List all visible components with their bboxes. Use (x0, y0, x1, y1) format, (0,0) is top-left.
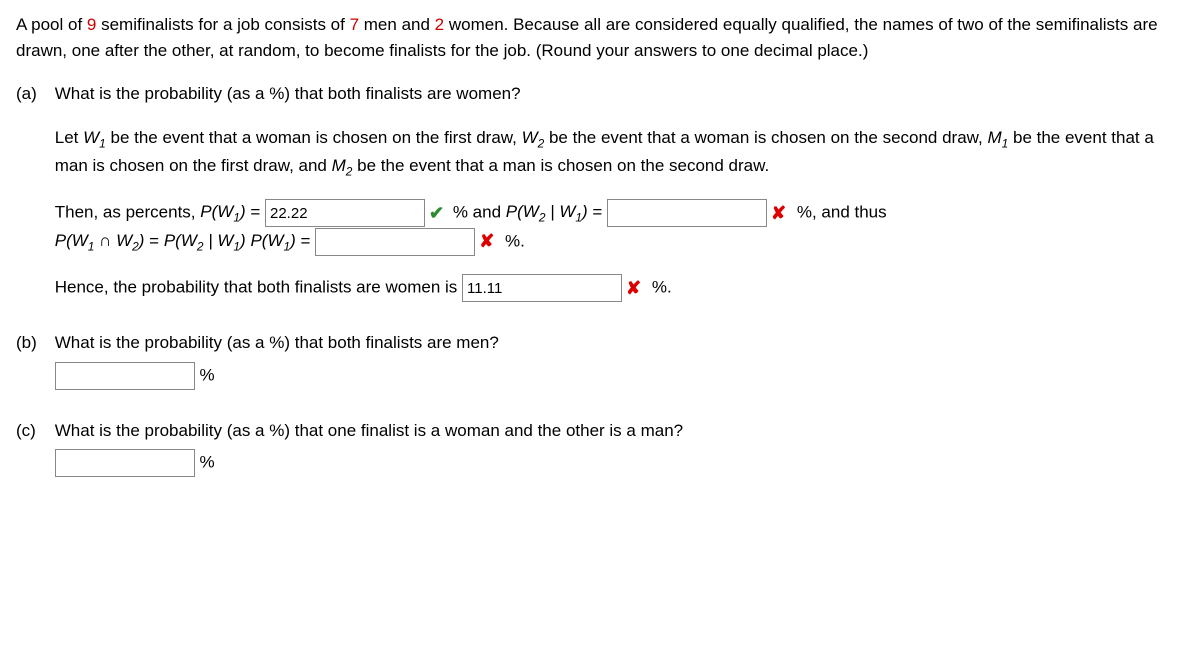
text: be the event that a woman is chosen on t… (106, 128, 522, 147)
var-w2: W2 (522, 128, 545, 147)
text: be the event that a woman is chosen on t… (544, 128, 987, 147)
pct-label: % (199, 365, 214, 384)
product-expr: P(W2 | W1) P(W1) (164, 231, 296, 250)
pw1-input[interactable] (265, 199, 425, 227)
sub: 2 (197, 240, 204, 254)
intro-men: 7 (350, 15, 359, 34)
eq: = (144, 231, 163, 250)
p: P (506, 202, 517, 221)
w: W (116, 231, 132, 250)
text: Then, as percents, (55, 202, 201, 221)
eq: = (296, 231, 315, 250)
pw1-cap-w2-expr: P(W1 ∩ W2) (55, 231, 145, 250)
w: W (267, 231, 283, 250)
text: %, and thus (792, 202, 887, 221)
w: W (217, 202, 233, 221)
m: M (987, 128, 1001, 147)
sub: 1 (575, 211, 582, 225)
text: % and (448, 202, 506, 221)
part-a-question: What is the probability (as a %) that bo… (55, 84, 521, 103)
intersection-input[interactable] (315, 228, 475, 256)
intro-text: A pool of (16, 15, 87, 34)
part-c-input[interactable] (55, 449, 195, 477)
close: ) (240, 231, 246, 250)
part-c-question: What is the probability (as a %) that on… (55, 421, 683, 440)
cross-icon: ✘ (626, 278, 641, 298)
text: %. (647, 278, 672, 297)
intro-text: semifinalists for a job consists of (96, 15, 349, 34)
intro-women: 2 (435, 15, 444, 34)
p: P (250, 231, 261, 250)
part-b-label: (b) (16, 330, 50, 356)
part-b-question: What is the probability (as a %) that bo… (55, 333, 499, 352)
bar: | (545, 202, 559, 221)
cross-icon: ✘ (771, 203, 786, 223)
eq: = (588, 202, 607, 221)
part-b-input[interactable] (55, 362, 195, 390)
pct-label: % (199, 453, 214, 472)
part-a-label: (a) (16, 81, 50, 107)
intro-text: men and (359, 15, 435, 34)
check-icon: ✔ (429, 203, 444, 223)
part-a-equations: Then, as percents, P(W1) = ✔ % and P(W2 … (55, 199, 1183, 256)
cap: ∩ (94, 231, 116, 250)
var-m2: M2 (332, 156, 353, 175)
var-w1: W1 (83, 128, 106, 147)
part-c: (c) What is the probability (as a %) tha… (16, 418, 1184, 478)
w: W (181, 231, 197, 250)
sub: 1 (99, 136, 106, 150)
p: P (200, 202, 211, 221)
w: W (559, 202, 575, 221)
w: W (83, 128, 99, 147)
part-a-definitions: Let W1 be the event that a woman is chos… (55, 125, 1183, 182)
var-m1: M1 (987, 128, 1008, 147)
w: W (217, 231, 233, 250)
p: P (55, 231, 66, 250)
text: Let (55, 128, 83, 147)
text: be the event that a man is chosen on the… (352, 156, 769, 175)
text: %. (500, 231, 525, 250)
part-b: (b) What is the probability (as a %) tha… (16, 330, 1184, 390)
cross-icon: ✘ (479, 231, 494, 251)
sub: 1 (233, 211, 240, 225)
w: W (522, 128, 538, 147)
intro-total: 9 (87, 15, 96, 34)
pw2-given-w1-expr: P(W2 | W1) (506, 202, 588, 221)
sub: 2 (132, 240, 139, 254)
text: Hence, the probability that both finalis… (55, 278, 462, 297)
pw2-given-w1-input[interactable] (607, 199, 767, 227)
pw1-expr: P(W1) (200, 202, 245, 221)
bar: | (204, 231, 218, 250)
intro-paragraph: A pool of 9 semifinalists for a job cons… (16, 12, 1184, 63)
m: M (332, 156, 346, 175)
eq: = (246, 202, 265, 221)
w: W (72, 231, 88, 250)
w: W (523, 202, 539, 221)
part-c-label: (c) (16, 418, 50, 444)
part-a: (a) What is the probability (as a %) tha… (16, 81, 1184, 302)
p: P (164, 231, 175, 250)
part-a-hence: Hence, the probability that both finalis… (55, 274, 1183, 302)
hence-input[interactable] (462, 274, 622, 302)
